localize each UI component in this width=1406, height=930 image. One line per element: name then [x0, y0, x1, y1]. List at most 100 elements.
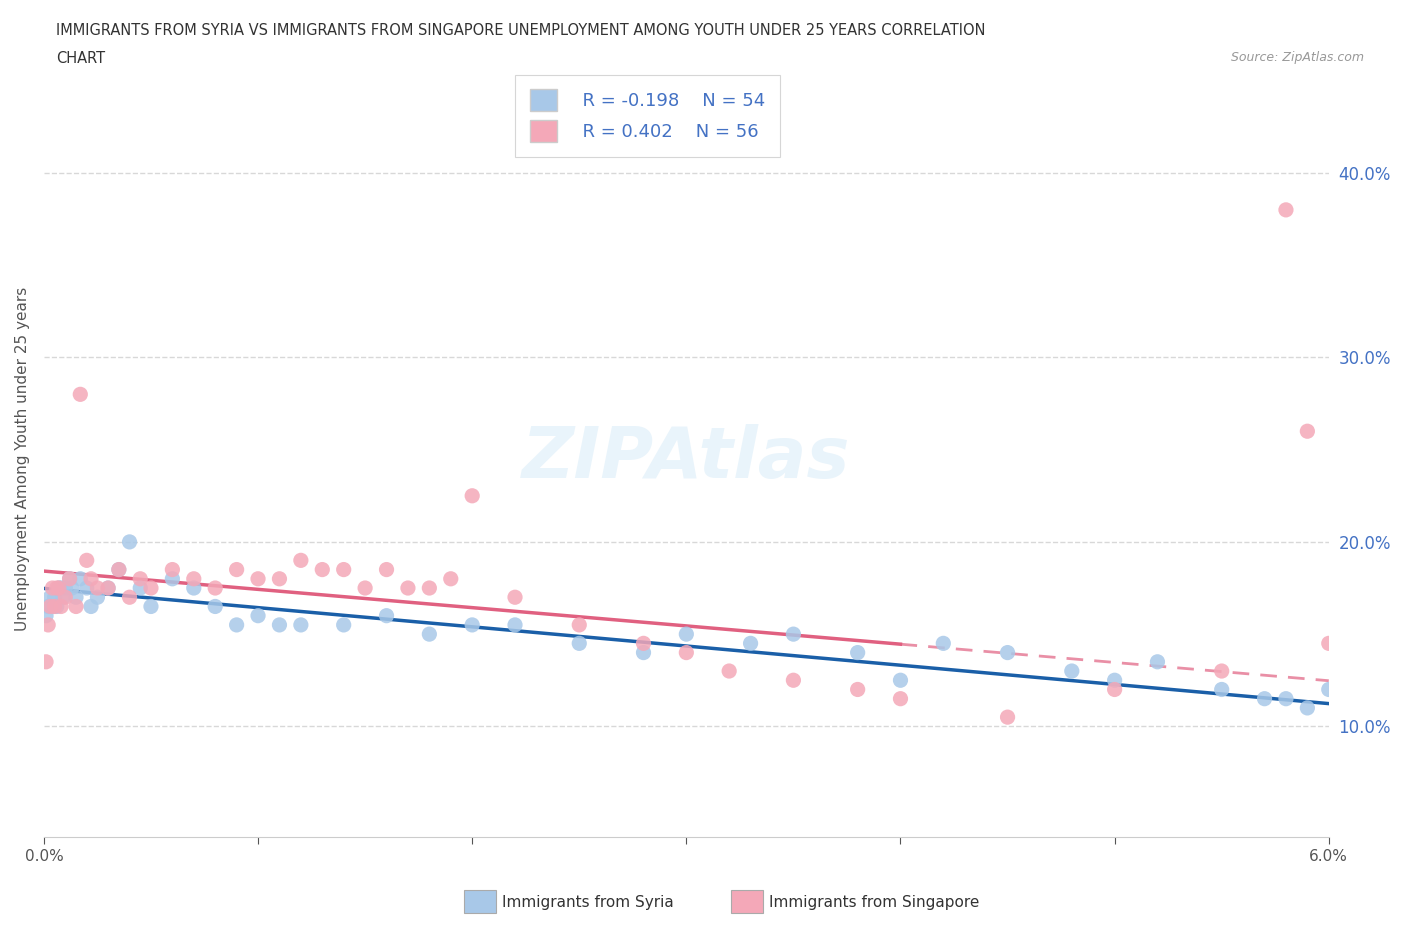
Point: [35, 608, 58, 623]
Point: [1382, 783, 1405, 798]
Point: [311, 562, 333, 577]
Point: [375, 608, 398, 623]
Point: [41, 580, 63, 595]
Point: [461, 488, 484, 503]
Point: [45, 599, 67, 614]
Point: [846, 645, 869, 660]
Point: [375, 562, 398, 577]
Point: [58, 571, 80, 586]
Point: [1317, 682, 1340, 697]
Point: [44, 590, 66, 604]
Point: [183, 580, 205, 595]
Point: [45, 580, 67, 595]
Point: [35, 655, 58, 670]
Point: [1382, 783, 1405, 798]
Point: [108, 562, 131, 577]
Point: [225, 618, 247, 632]
Point: [633, 636, 655, 651]
Point: [60, 580, 83, 595]
Point: [1317, 636, 1340, 651]
Point: [1339, 636, 1361, 651]
Point: [108, 562, 131, 577]
Point: [889, 672, 911, 687]
Point: [718, 664, 741, 679]
Point: [332, 618, 354, 632]
Point: [269, 571, 291, 586]
Point: [69, 387, 91, 402]
Point: [354, 580, 377, 595]
Point: [1146, 655, 1168, 670]
Point: [162, 562, 184, 577]
Point: [1339, 700, 1361, 715]
Point: [997, 710, 1019, 724]
Point: [97, 580, 120, 595]
Point: [65, 590, 87, 604]
Point: [1104, 672, 1126, 687]
Point: [1211, 682, 1233, 697]
Point: [53, 580, 76, 595]
Point: [846, 682, 869, 697]
Legend:   R = -0.198    N = 54,   R = 0.402    N = 56: R = -0.198 N = 54, R = 0.402 N = 56: [516, 74, 780, 156]
Point: [49, 580, 72, 595]
Point: [332, 562, 354, 577]
Point: [247, 571, 270, 586]
Point: [1253, 691, 1275, 706]
Point: [1296, 424, 1319, 439]
Point: [86, 580, 108, 595]
Point: [675, 645, 697, 660]
Point: [503, 618, 526, 632]
Text: Immigrants from Syria: Immigrants from Syria: [502, 895, 673, 910]
Point: [139, 599, 162, 614]
Point: [1296, 700, 1319, 715]
Point: [1361, 783, 1384, 798]
Point: [69, 571, 91, 586]
Point: [418, 627, 440, 642]
Point: [39, 599, 62, 614]
Point: [86, 590, 108, 604]
Point: [118, 535, 141, 550]
Point: [48, 580, 70, 595]
Text: IMMIGRANTS FROM SYRIA VS IMMIGRANTS FROM SINGAPORE UNEMPLOYMENT AMONG YOUTH UNDE: IMMIGRANTS FROM SYRIA VS IMMIGRANTS FROM…: [56, 23, 986, 38]
Point: [1104, 682, 1126, 697]
Point: [76, 553, 98, 568]
Point: [1403, 783, 1406, 798]
Point: [461, 618, 484, 632]
Point: [889, 691, 911, 706]
Point: [183, 571, 205, 586]
Text: Immigrants from Singapore: Immigrants from Singapore: [769, 895, 980, 910]
Point: [1275, 691, 1298, 706]
Point: [568, 618, 591, 632]
Point: [76, 580, 98, 595]
Point: [997, 645, 1019, 660]
Point: [162, 571, 184, 586]
Point: [740, 636, 762, 651]
Point: [396, 580, 419, 595]
Point: [48, 580, 70, 595]
Point: [633, 645, 655, 660]
Point: [932, 636, 955, 651]
Point: [1060, 664, 1083, 679]
Point: [41, 599, 63, 614]
Point: [269, 618, 291, 632]
Point: [290, 618, 312, 632]
Y-axis label: Unemployment Among Youth under 25 years: Unemployment Among Youth under 25 years: [15, 286, 30, 631]
Point: [1361, 700, 1384, 715]
Point: [37, 599, 59, 614]
Point: [129, 580, 152, 595]
Point: [58, 571, 80, 586]
Point: [53, 590, 76, 604]
Point: [39, 590, 62, 604]
Point: [782, 627, 804, 642]
Point: [290, 553, 312, 568]
Text: ZIPAtlas: ZIPAtlas: [522, 424, 851, 494]
Text: Source: ZipAtlas.com: Source: ZipAtlas.com: [1230, 51, 1364, 64]
Point: [225, 562, 247, 577]
Point: [204, 599, 226, 614]
Point: [440, 571, 463, 586]
Point: [37, 618, 59, 632]
Point: [118, 590, 141, 604]
Point: [65, 599, 87, 614]
Point: [418, 580, 440, 595]
Point: [52, 590, 75, 604]
Point: [44, 599, 66, 614]
